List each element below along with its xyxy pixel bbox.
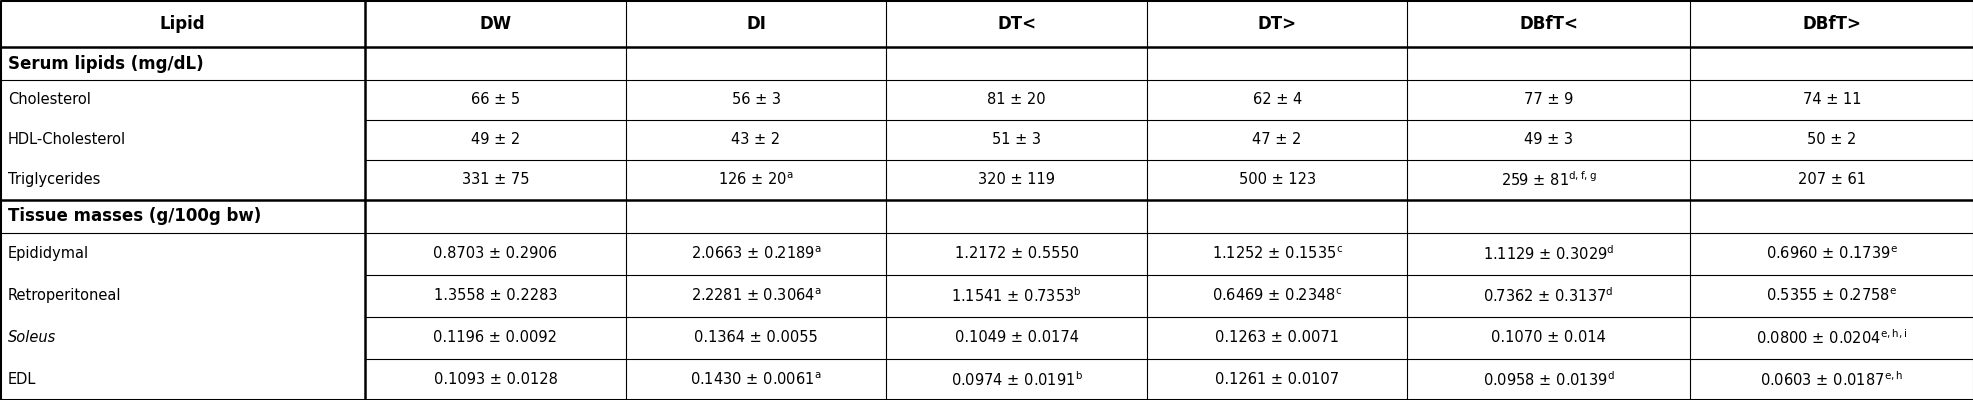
Text: Epididymal: Epididymal [8, 246, 89, 261]
Text: 0.0800 ± 0.0204$^{\mathrm{e,h,i}}$: 0.0800 ± 0.0204$^{\mathrm{e,h,i}}$ [1756, 328, 1906, 347]
Text: 0.1093 ± 0.0128: 0.1093 ± 0.0128 [434, 372, 556, 387]
Text: Serum lipids (mg/dL): Serum lipids (mg/dL) [8, 55, 203, 73]
Text: 0.0974 ± 0.0191$^{\mathrm{b}}$: 0.0974 ± 0.0191$^{\mathrm{b}}$ [951, 370, 1081, 389]
Bar [0, 200, 1973, 233]
Text: 259 ± 81$^{\mathrm{d,f,g}}$: 259 ± 81$^{\mathrm{d,f,g}}$ [1499, 171, 1596, 189]
Text: 0.6960 ± 0.1739$^{\mathrm{e}}$: 0.6960 ± 0.1739$^{\mathrm{e}}$ [1766, 246, 1896, 262]
Text: DI: DI [746, 14, 766, 32]
Bar [0, 120, 1973, 160]
Text: 50 ± 2: 50 ± 2 [1805, 132, 1857, 148]
Text: 49 ± 3: 49 ± 3 [1523, 132, 1572, 148]
Text: DBfT<: DBfT< [1519, 14, 1576, 32]
Text: 74 ± 11: 74 ± 11 [1801, 92, 1861, 108]
Text: 1.2172 ± 0.5550: 1.2172 ± 0.5550 [955, 246, 1077, 261]
Text: Cholesterol: Cholesterol [8, 92, 91, 108]
Text: 331 ± 75: 331 ± 75 [462, 172, 529, 188]
Text: 0.1430 ± 0.0061$^{\mathrm{a}}$: 0.1430 ± 0.0061$^{\mathrm{a}}$ [691, 371, 821, 388]
Text: HDL-Cholesterol: HDL-Cholesterol [8, 132, 126, 148]
Text: 0.1070 ± 0.014: 0.1070 ± 0.014 [1490, 330, 1606, 345]
Text: Tissue masses (g/100g bw): Tissue masses (g/100g bw) [8, 207, 260, 225]
Text: 0.8703 ± 0.2906: 0.8703 ± 0.2906 [434, 246, 556, 261]
Text: 126 ± 20$^{\mathrm{a}}$: 126 ± 20$^{\mathrm{a}}$ [718, 172, 793, 188]
Text: 0.6469 ± 0.2348$^{\mathrm{c}}$: 0.6469 ± 0.2348$^{\mathrm{c}}$ [1211, 288, 1342, 304]
Bar [0, 233, 1973, 275]
Text: 0.1364 ± 0.0055: 0.1364 ± 0.0055 [694, 330, 817, 345]
Bar [0, 317, 1973, 359]
Text: 320 ± 119: 320 ± 119 [977, 172, 1056, 188]
Bar [0, 80, 1973, 120]
Text: 47 ± 2: 47 ± 2 [1251, 132, 1302, 148]
Text: 51 ± 3: 51 ± 3 [992, 132, 1040, 148]
Text: 1.3558 ± 0.2283: 1.3558 ± 0.2283 [434, 288, 556, 303]
Text: EDL: EDL [8, 372, 36, 387]
Text: 500 ± 123: 500 ± 123 [1237, 172, 1316, 188]
Text: Retroperitoneal: Retroperitoneal [8, 288, 120, 303]
Text: 49 ± 2: 49 ± 2 [472, 132, 519, 148]
Text: DT<: DT< [996, 14, 1036, 32]
Text: 0.1261 ± 0.0107: 0.1261 ± 0.0107 [1215, 372, 1338, 387]
Text: Lipid: Lipid [160, 14, 205, 32]
Text: Triglycerides: Triglycerides [8, 172, 101, 188]
Text: DT>: DT> [1257, 14, 1296, 32]
Bar [0, 160, 1973, 200]
Text: 81 ± 20: 81 ± 20 [986, 92, 1046, 108]
Text: DW: DW [479, 14, 511, 32]
Text: 0.0603 ± 0.0187$^{\mathrm{e, h}}$: 0.0603 ± 0.0187$^{\mathrm{e, h}}$ [1760, 370, 1902, 389]
Text: 2.2281 ± 0.3064$^{\mathrm{a}}$: 2.2281 ± 0.3064$^{\mathrm{a}}$ [691, 288, 821, 304]
Bar [0, 275, 1973, 317]
Text: 66 ± 5: 66 ± 5 [472, 92, 519, 108]
Text: 62 ± 4: 62 ± 4 [1253, 92, 1300, 108]
Text: 0.1196 ± 0.0092: 0.1196 ± 0.0092 [434, 330, 556, 345]
Text: 77 ± 9: 77 ± 9 [1523, 92, 1572, 108]
Text: DBfT>: DBfT> [1801, 14, 1861, 32]
Text: Soleus: Soleus [8, 330, 55, 345]
Text: 1.1541 ± 0.7353$^{\mathrm{b}}$: 1.1541 ± 0.7353$^{\mathrm{b}}$ [951, 286, 1081, 305]
Text: 0.7362 ± 0.3137$^{\mathrm{d}}$: 0.7362 ± 0.3137$^{\mathrm{d}}$ [1482, 286, 1614, 305]
Text: 0.5355 ± 0.2758$^{\mathrm{e}}$: 0.5355 ± 0.2758$^{\mathrm{e}}$ [1766, 288, 1896, 304]
Text: 207 ± 61: 207 ± 61 [1797, 172, 1864, 188]
Text: 2.0663 ± 0.2189$^{\mathrm{a}}$: 2.0663 ± 0.2189$^{\mathrm{a}}$ [691, 246, 821, 262]
Text: 1.1252 ± 0.1535$^{\mathrm{c}}$: 1.1252 ± 0.1535$^{\mathrm{c}}$ [1211, 246, 1342, 262]
Text: 56 ± 3: 56 ± 3 [732, 92, 779, 108]
Bar [0, 47, 1973, 80]
Bar [0, 359, 1973, 400]
Text: 43 ± 2: 43 ± 2 [732, 132, 779, 148]
Bar [0, 0, 1973, 47]
Text: 0.1049 ± 0.0174: 0.1049 ± 0.0174 [955, 330, 1077, 345]
Text: 0.0958 ± 0.0139$^{\mathrm{d}}$: 0.0958 ± 0.0139$^{\mathrm{d}}$ [1482, 370, 1614, 389]
Text: 1.1129 ± 0.3029$^{\mathrm{d}}$: 1.1129 ± 0.3029$^{\mathrm{d}}$ [1482, 244, 1614, 263]
Text: 0.1263 ± 0.0071: 0.1263 ± 0.0071 [1215, 330, 1338, 345]
